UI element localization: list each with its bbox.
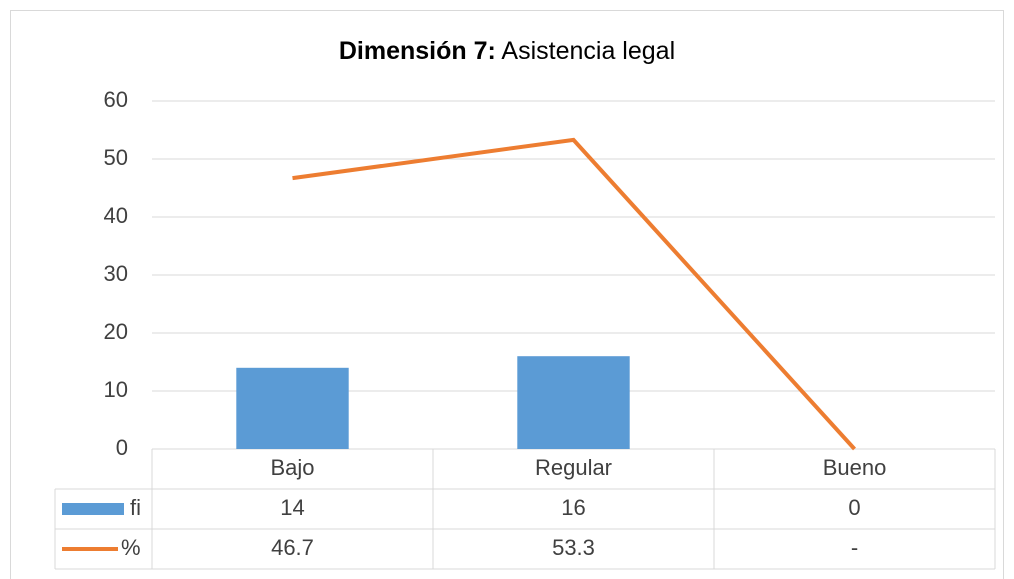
x-tick-label: Bueno xyxy=(823,455,887,480)
bar xyxy=(236,367,349,449)
line xyxy=(292,137,856,451)
chart-title: Dimensión 7: Asistencia legal xyxy=(339,37,675,65)
table-value: 0 xyxy=(848,495,860,520)
y-tick-label: 40 xyxy=(104,203,128,228)
table-value: 46.7 xyxy=(271,535,314,560)
legend-swatch xyxy=(62,503,124,515)
y-tick-label: 50 xyxy=(104,145,128,170)
legend-label: % xyxy=(121,535,141,560)
y-tick-label: 30 xyxy=(104,261,128,286)
y-tick-label: 0 xyxy=(116,435,128,460)
legend-label: fi xyxy=(130,495,141,520)
bar xyxy=(517,356,630,449)
y-tick-label: 10 xyxy=(104,377,128,402)
title-text: Asistencia legal xyxy=(501,37,675,65)
table-value: 16 xyxy=(561,495,585,520)
table-value: 14 xyxy=(280,495,304,520)
chart-border xyxy=(10,10,1004,579)
x-tick-label: Bajo xyxy=(270,455,314,480)
y-tick-label: 20 xyxy=(104,319,128,344)
y-tick-label: 60 xyxy=(104,87,128,112)
title-bold: Dimensión 7: xyxy=(339,37,496,65)
table-value: - xyxy=(851,535,858,560)
table-value: 53.3 xyxy=(552,535,595,560)
x-tick-label: Regular xyxy=(535,455,612,480)
